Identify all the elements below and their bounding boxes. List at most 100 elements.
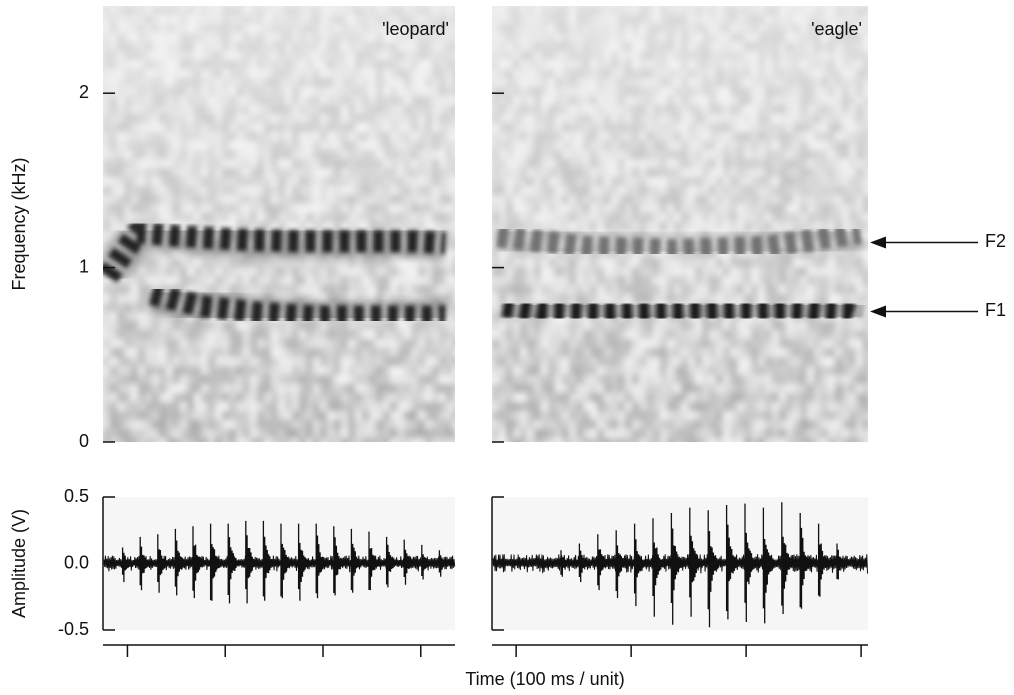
noise-cell bbox=[278, 438, 285, 447]
noise-cell bbox=[709, 6, 716, 15]
noise-cell bbox=[555, 186, 562, 195]
noise-cell bbox=[660, 213, 667, 222]
noise-cell bbox=[786, 42, 793, 51]
noise-cell bbox=[856, 285, 863, 294]
noise-cell bbox=[653, 60, 660, 69]
noise-cell bbox=[527, 195, 534, 204]
noise-cell bbox=[863, 195, 870, 204]
noise-cell bbox=[730, 69, 737, 78]
noise-cell bbox=[807, 132, 814, 141]
noise-cell bbox=[527, 357, 534, 366]
noise-cell bbox=[180, 420, 187, 429]
noise-cell bbox=[327, 438, 334, 447]
noise-cell bbox=[243, 123, 250, 132]
noise-cell bbox=[299, 267, 306, 276]
noise-cell bbox=[110, 222, 117, 231]
noise-cell bbox=[453, 123, 460, 132]
noise-cell bbox=[159, 42, 166, 51]
noise-cell bbox=[243, 276, 250, 285]
noise-cell bbox=[166, 132, 173, 141]
noise-cell bbox=[737, 114, 744, 123]
noise-cell bbox=[439, 204, 446, 213]
noise-cell bbox=[215, 123, 222, 132]
noise-cell bbox=[250, 330, 257, 339]
noise-cell bbox=[299, 114, 306, 123]
noise-cell bbox=[194, 375, 201, 384]
noise-cell bbox=[369, 375, 376, 384]
noise-cell bbox=[688, 132, 695, 141]
noise-cell bbox=[625, 60, 632, 69]
noise-cell bbox=[569, 204, 576, 213]
noise-cell bbox=[625, 393, 632, 402]
noise-cell bbox=[555, 366, 562, 375]
noise-cell bbox=[187, 195, 194, 204]
noise-cell bbox=[709, 69, 716, 78]
noise-cell bbox=[828, 51, 835, 60]
noise-cell bbox=[660, 6, 667, 15]
noise-cell bbox=[341, 177, 348, 186]
noise-cell bbox=[110, 429, 117, 438]
noise-cell bbox=[751, 375, 758, 384]
noise-cell bbox=[625, 78, 632, 87]
noise-cell bbox=[744, 114, 751, 123]
noise-cell bbox=[369, 186, 376, 195]
noise-cell bbox=[369, 204, 376, 213]
noise-cell bbox=[383, 267, 390, 276]
noise-cell bbox=[292, 123, 299, 132]
noise-cell bbox=[138, 15, 145, 24]
noise-cell bbox=[688, 393, 695, 402]
noise-cell bbox=[751, 195, 758, 204]
noise-cell bbox=[397, 78, 404, 87]
noise-cell bbox=[173, 150, 180, 159]
noise-cell bbox=[264, 78, 271, 87]
noise-cell bbox=[397, 105, 404, 114]
noise-cell bbox=[348, 132, 355, 141]
noise-cell bbox=[110, 105, 117, 114]
noise-cell bbox=[660, 69, 667, 78]
noise-cell bbox=[194, 366, 201, 375]
noise-cell bbox=[222, 348, 229, 357]
noise-cell bbox=[124, 420, 131, 429]
noise-cell bbox=[492, 339, 499, 348]
noise-cell bbox=[716, 366, 723, 375]
noise-cell bbox=[138, 69, 145, 78]
noise-cell bbox=[376, 276, 383, 285]
noise-cell bbox=[625, 213, 632, 222]
noise-cell bbox=[492, 132, 499, 141]
noise-cell bbox=[702, 15, 709, 24]
noise-cell bbox=[264, 420, 271, 429]
noise-cell bbox=[180, 438, 187, 447]
noise-cell bbox=[667, 51, 674, 60]
noise-cell bbox=[292, 132, 299, 141]
noise-cell bbox=[355, 60, 362, 69]
noise-cell bbox=[152, 150, 159, 159]
noise-cell bbox=[681, 6, 688, 15]
noise-cell bbox=[348, 375, 355, 384]
noise-cell bbox=[765, 42, 772, 51]
noise-cell bbox=[397, 393, 404, 402]
noise-cell bbox=[439, 132, 446, 141]
noise-cell bbox=[446, 60, 453, 69]
noise-cell bbox=[159, 132, 166, 141]
noise-cell bbox=[166, 420, 173, 429]
noise-cell bbox=[807, 42, 814, 51]
noise-cell bbox=[618, 24, 625, 33]
noise-cell bbox=[520, 78, 527, 87]
noise-cell bbox=[863, 393, 870, 402]
noise-cell bbox=[201, 177, 208, 186]
noise-cell bbox=[362, 177, 369, 186]
noise-cell bbox=[306, 411, 313, 420]
noise-cell bbox=[639, 60, 646, 69]
noise-cell bbox=[744, 384, 751, 393]
noise-cell bbox=[180, 114, 187, 123]
noise-cell bbox=[446, 78, 453, 87]
noise-cell bbox=[807, 384, 814, 393]
noise-cell bbox=[152, 420, 159, 429]
noise-cell bbox=[180, 150, 187, 159]
noise-cell bbox=[674, 141, 681, 150]
noise-cell bbox=[772, 384, 779, 393]
noise-cell bbox=[744, 402, 751, 411]
noise-cell bbox=[439, 6, 446, 15]
noise-cell bbox=[744, 96, 751, 105]
noise-cell bbox=[369, 438, 376, 447]
